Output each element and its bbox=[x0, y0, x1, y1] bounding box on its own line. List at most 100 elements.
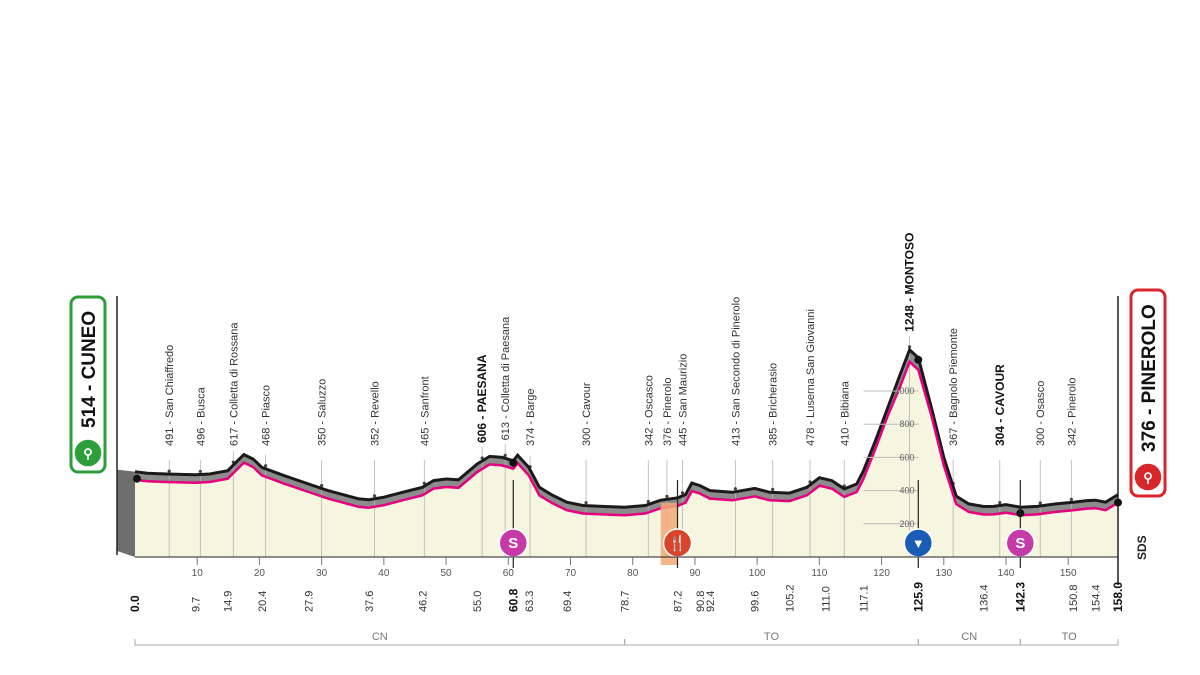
waypoint-label: 617 - Colletta di Rossana bbox=[228, 322, 240, 446]
finish-label: 376 - PINEROLO bbox=[1139, 304, 1160, 452]
finish-box bbox=[1129, 288, 1167, 498]
km-label: 46.2 bbox=[417, 591, 429, 612]
waypoint-label: 350 - Saluzzo bbox=[317, 379, 329, 446]
waypoint-dot bbox=[680, 491, 685, 495]
x-tick-label: 70 bbox=[565, 568, 577, 579]
kom-marker-text: ▼ bbox=[912, 536, 925, 551]
waypoint-label: 300 - Osasco bbox=[1035, 381, 1047, 446]
waypoint-dot bbox=[665, 494, 669, 498]
km-label: 69.4 bbox=[562, 591, 574, 612]
waypoint-dot bbox=[198, 469, 202, 474]
x-tick-label: 50 bbox=[441, 568, 453, 579]
x-tick-label: 80 bbox=[627, 568, 639, 579]
km-label: 111.0 bbox=[821, 586, 833, 612]
waypoint-label: 491 - San Chiaffredo bbox=[164, 345, 176, 446]
x-tick-label: 150 bbox=[1060, 568, 1077, 579]
x-tick-label: 140 bbox=[998, 568, 1015, 579]
km-labels: 0.0 9.7 14.9 20.4 27.9 37.6 46.2 55.0 60.8 63.3 69… bbox=[128, 582, 1125, 612]
elevation-tick-label: 1000 bbox=[895, 386, 915, 396]
waypoint-label: 300 - Cavour bbox=[581, 382, 593, 446]
waypoint-label: 342 - Pinerolo bbox=[1066, 378, 1078, 447]
km-label: 92.4 bbox=[705, 591, 717, 612]
waypoint-label: 613 - Colletta di Paesana bbox=[500, 316, 512, 440]
km-label: 90.8 bbox=[695, 591, 707, 612]
waypoint-dot bbox=[372, 494, 377, 498]
start-box bbox=[69, 295, 107, 474]
start-finish-labels: 514 - CUNEO ⚲ 376 - PINEROLO ⚲ SDS bbox=[69, 288, 1167, 560]
feed-marker-text: 🍴 bbox=[668, 534, 687, 552]
x-tick-label: 60 bbox=[503, 568, 515, 579]
x-axis-ticks: 10 20 30 40 50 60 70 80 90 100 110 120 130 140 150 bbox=[135, 556, 1118, 579]
elevation-tick-label: 400 bbox=[900, 486, 915, 496]
waypoint-label: 410 - Bibiana bbox=[839, 380, 851, 446]
start-label: 514 - CUNEO bbox=[79, 311, 100, 428]
province-label: TO bbox=[764, 631, 780, 643]
x-tick-label: 110 bbox=[811, 568, 827, 579]
x-tick-label: 10 bbox=[192, 568, 204, 579]
sprint-point-dot bbox=[509, 458, 518, 467]
waypoint-label: 496 - Busca bbox=[195, 386, 207, 446]
start-relief-wall bbox=[117, 469, 135, 557]
km-label: 117.1 bbox=[859, 585, 871, 612]
km-label: 87.2 bbox=[673, 591, 685, 612]
sds-logo: SDS bbox=[1135, 535, 1149, 560]
waypoint-label: 352 - Revello bbox=[370, 381, 382, 446]
waypoint-dot bbox=[584, 501, 588, 505]
km-label: 27.9 bbox=[304, 591, 316, 612]
km-label: 125.9 bbox=[911, 582, 925, 612]
waypoint-dot bbox=[907, 345, 912, 349]
start-bike-glyph: ⚲ bbox=[83, 446, 93, 461]
x-tick-label: 20 bbox=[254, 568, 266, 579]
waypoint-label: 385 - Bricherasio bbox=[768, 363, 780, 446]
waypoint-label: 1248 - MONTOSO bbox=[903, 233, 917, 332]
waypoint-dot bbox=[167, 469, 171, 473]
waypoint-label: 413 - San Secondo di Pinerolo bbox=[730, 297, 742, 446]
waypoint-guidelines bbox=[116, 296, 1119, 585]
x-tick-label: 40 bbox=[378, 568, 390, 579]
kom-point-dot bbox=[914, 355, 923, 364]
x-tick-label: 100 bbox=[749, 568, 766, 579]
valley-ground-area bbox=[135, 361, 1118, 557]
waypoint-label: 445 - San Maurizio bbox=[677, 354, 689, 446]
waypoint-label: 606 - PAESANA bbox=[475, 354, 489, 443]
waypoint-dot bbox=[1038, 501, 1042, 505]
km-label: 142.3 bbox=[1013, 582, 1027, 612]
province-label: CN bbox=[961, 631, 977, 643]
x-tick-label: 130 bbox=[935, 568, 952, 579]
km-label: 55.0 bbox=[472, 591, 484, 612]
start-point-dot bbox=[133, 474, 141, 483]
finish-bike-icon bbox=[1133, 462, 1163, 492]
start-bike-icon bbox=[73, 438, 103, 468]
finish-point-dot bbox=[1114, 498, 1122, 507]
waypoint-dot bbox=[771, 487, 775, 491]
km-label: 37.6 bbox=[364, 591, 376, 612]
profile-lines bbox=[133, 347, 1122, 518]
elevation-tick-label: 800 bbox=[900, 419, 915, 429]
province-label: CN bbox=[372, 631, 388, 643]
waypoint-dot bbox=[998, 500, 1002, 505]
elevation-tick-label: 600 bbox=[900, 452, 915, 462]
waypoint-dot bbox=[733, 487, 737, 491]
waypoint-label: 468 - Piasco bbox=[261, 385, 273, 446]
km-label: 99.6 bbox=[750, 591, 762, 612]
sprint-marker-text: S bbox=[1015, 535, 1025, 552]
km-label: 0.0 bbox=[128, 595, 142, 612]
waypoint-label: 367 - Bagnolo Piemonte bbox=[948, 328, 960, 446]
km-label: 158.0 bbox=[1111, 582, 1125, 612]
waypoint-label: 376 - Pinerolo bbox=[662, 378, 674, 447]
km-label: 60.8 bbox=[506, 588, 520, 612]
ridge-line bbox=[134, 347, 1119, 509]
relief-area bbox=[117, 349, 1118, 557]
x-tick-label: 120 bbox=[873, 568, 890, 579]
x-tick-label: 30 bbox=[316, 568, 328, 579]
sprint-marker-text: S bbox=[508, 535, 518, 552]
waypoint-dot bbox=[1069, 497, 1073, 501]
elevation-tick-label: 200 bbox=[900, 519, 915, 529]
province-bracket bbox=[1019, 639, 1119, 646]
km-label: 78.7 bbox=[620, 591, 632, 612]
valley-ground bbox=[135, 361, 1118, 557]
km-label: 136.4 bbox=[979, 584, 991, 612]
waypoint-labels: 491 - San Chiaffredo 496 - Busca 617 - Col… bbox=[164, 233, 1078, 446]
finish-bike-glyph: ⚲ bbox=[1143, 470, 1153, 485]
